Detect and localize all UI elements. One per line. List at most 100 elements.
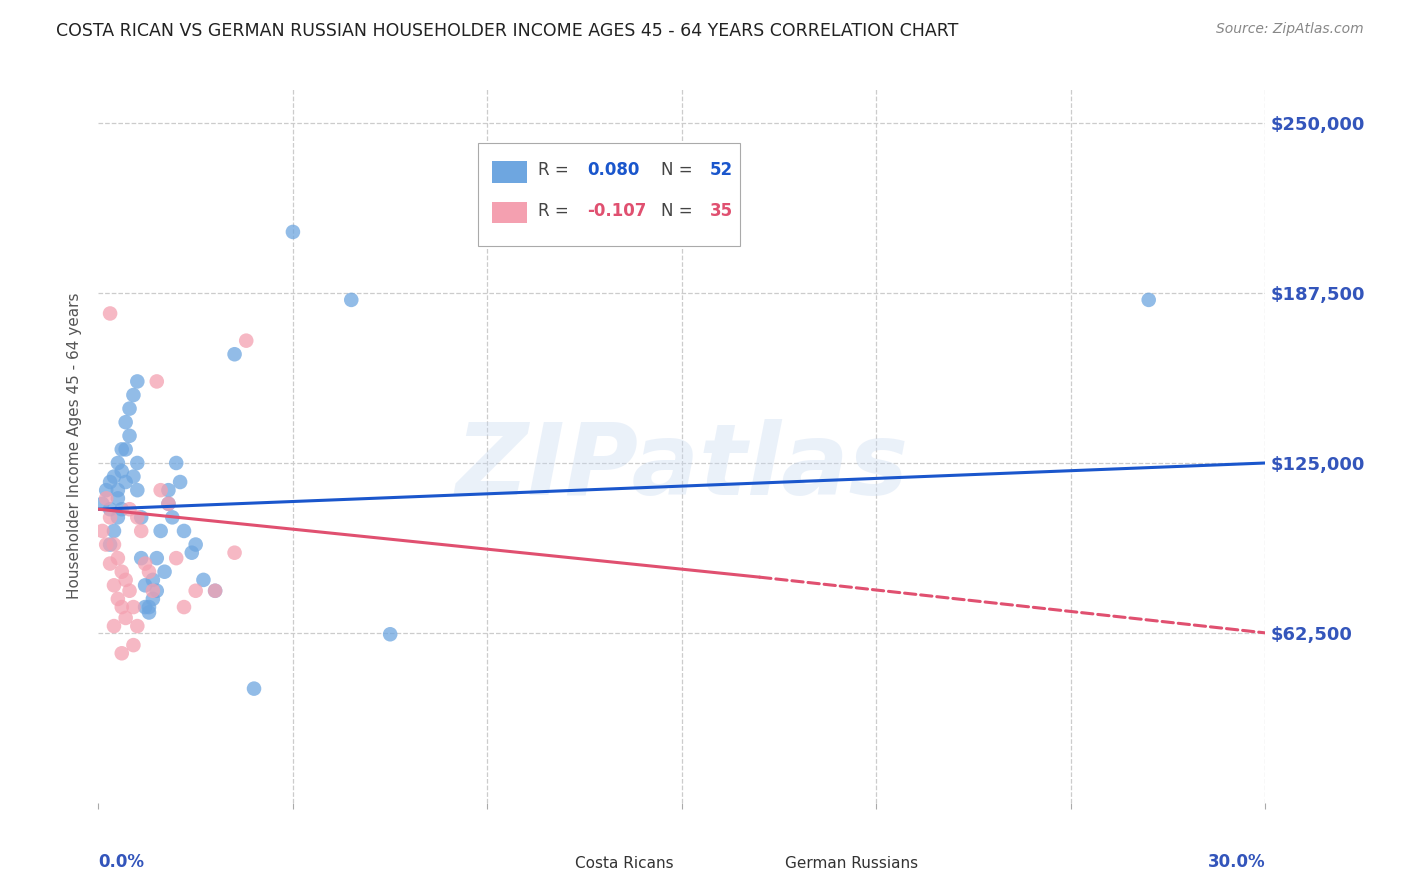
Point (103, 469, 125, 483)
Point (127, 510, 149, 524)
Point (122, 600, 145, 615)
Point (149, 524, 172, 538)
Point (157, 483, 180, 498)
Point (169, 475, 191, 489)
Point (96, 537, 118, 551)
Point (114, 415, 136, 429)
Point (98, 537, 121, 551)
Point (96, 491, 118, 506)
Point (129, 510, 152, 524)
Point (114, 611, 136, 625)
Point (165, 551, 187, 566)
Point (118, 429, 141, 443)
Point (173, 524, 195, 538)
Point (91, 524, 114, 538)
Point (111, 565, 134, 579)
Point (107, 551, 129, 566)
Point (204, 583, 226, 598)
Point (107, 591, 129, 606)
FancyBboxPatch shape (492, 202, 527, 223)
Point (98, 475, 121, 489)
Point (184, 537, 207, 551)
Point (127, 375, 149, 389)
Point (138, 565, 160, 579)
Y-axis label: Householder Income Ages 45 - 64 years: Householder Income Ages 45 - 64 years (67, 293, 83, 599)
Text: Costa Ricans: Costa Ricans (575, 856, 673, 871)
Text: N =: N = (661, 161, 697, 178)
Point (243, 681, 266, 696)
Point (91, 497, 114, 511)
Point (153, 565, 176, 579)
Point (111, 464, 134, 478)
Point (114, 475, 136, 489)
Text: -0.107: -0.107 (588, 202, 647, 219)
Point (111, 502, 134, 516)
Point (142, 583, 165, 598)
Text: Source: ZipAtlas.com: Source: ZipAtlas.com (1216, 22, 1364, 37)
Point (180, 546, 202, 560)
Point (378, 627, 402, 641)
Point (149, 483, 172, 498)
Point (146, 583, 169, 598)
Point (114, 442, 136, 457)
Point (103, 537, 125, 551)
Point (107, 456, 129, 470)
Point (98, 502, 121, 516)
Point (107, 510, 129, 524)
Point (235, 334, 257, 348)
Point (1137, 293, 1160, 307)
Point (129, 551, 152, 566)
Point (146, 375, 169, 389)
Point (103, 578, 125, 592)
Text: German Russians: German Russians (785, 856, 918, 871)
Point (98, 306, 121, 320)
Point (96, 483, 118, 498)
Point (165, 456, 187, 470)
Point (127, 483, 149, 498)
Text: 52: 52 (710, 161, 733, 178)
Point (134, 600, 156, 615)
FancyBboxPatch shape (492, 161, 527, 183)
Text: R =: R = (538, 202, 575, 219)
Point (122, 469, 145, 483)
Point (142, 573, 165, 587)
Point (127, 456, 149, 470)
Point (103, 619, 125, 633)
Point (111, 442, 134, 457)
Point (138, 600, 160, 615)
Point (118, 583, 141, 598)
Point (162, 510, 184, 524)
Point (134, 578, 156, 592)
Point (157, 497, 180, 511)
Text: COSTA RICAN VS GERMAN RUSSIAN HOUSEHOLDER INCOME AGES 45 - 64 YEARS CORRELATION : COSTA RICAN VS GERMAN RUSSIAN HOUSEHOLDE… (56, 22, 959, 40)
Point (122, 638, 145, 652)
Point (134, 557, 156, 571)
Point (111, 600, 134, 615)
Point (98, 510, 121, 524)
Point (114, 573, 136, 587)
Point (193, 573, 215, 587)
Point (184, 583, 207, 598)
Point (118, 401, 141, 416)
Point (224, 546, 246, 560)
Point (107, 491, 129, 506)
FancyBboxPatch shape (752, 855, 778, 872)
Point (98, 557, 121, 571)
Text: 0.080: 0.080 (588, 161, 640, 178)
Point (103, 524, 125, 538)
Point (142, 591, 165, 606)
Point (129, 524, 152, 538)
Text: 0.0%: 0.0% (98, 853, 145, 871)
Text: N =: N = (661, 202, 697, 219)
Point (107, 483, 129, 498)
Point (127, 619, 149, 633)
FancyBboxPatch shape (541, 855, 568, 872)
Point (157, 497, 180, 511)
FancyBboxPatch shape (478, 143, 741, 246)
Point (111, 646, 134, 660)
Text: 30.0%: 30.0% (1208, 853, 1265, 871)
Point (224, 347, 246, 361)
Text: 35: 35 (710, 202, 733, 219)
Text: R =: R = (538, 161, 575, 178)
Point (204, 583, 226, 598)
